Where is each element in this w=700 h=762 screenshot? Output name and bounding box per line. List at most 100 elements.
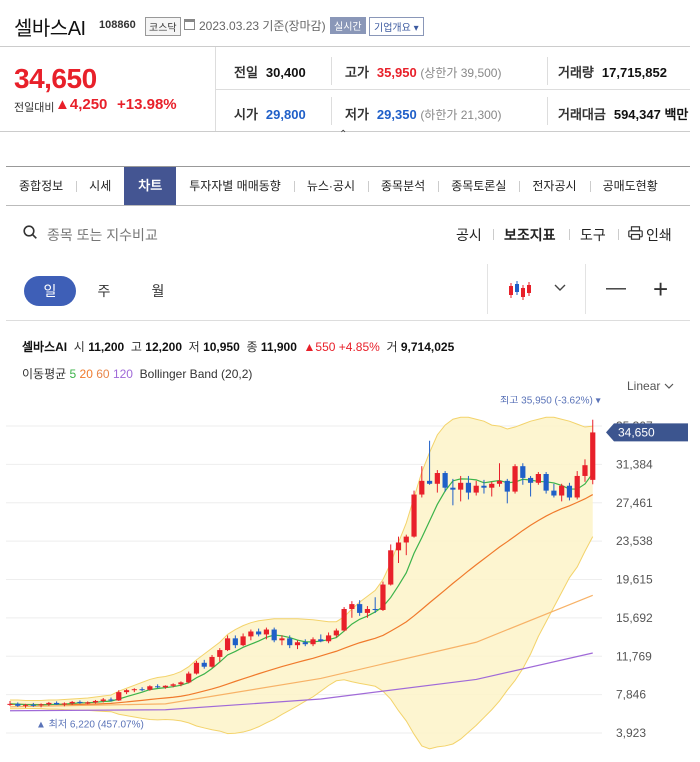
candle-body	[232, 638, 238, 646]
candle-body	[543, 474, 549, 491]
candle-body	[364, 608, 371, 613]
max-price-label: 최고 35,950 (-3.62%) ▾	[500, 396, 601, 407]
ma5-line	[9, 473, 594, 706]
price-chart[interactable]: 35,30731,38427,46123,53819,61515,69211,7…	[0, 396, 700, 762]
divider	[487, 264, 488, 314]
candle-body	[240, 636, 246, 646]
tab-price[interactable]: 시세	[76, 167, 124, 205]
candle-body	[527, 477, 534, 483]
divider	[331, 57, 332, 85]
tab-short-selling[interactable]: 공매도현황	[589, 167, 671, 205]
candle-body	[294, 642, 301, 646]
print-button[interactable]: 인쇄	[646, 227, 672, 243]
candle-body	[349, 604, 355, 609]
candle-body	[302, 642, 308, 645]
tab-analysis[interactable]: 종목분석	[368, 167, 438, 205]
period-day-button[interactable]: 일	[24, 276, 76, 306]
last-price-marker	[606, 423, 688, 442]
candle-body	[372, 608, 378, 610]
candle-body	[388, 550, 394, 585]
moving-average-legend: 이동평균 5 20 60 120 Bollinger Band (20,2)	[22, 367, 253, 381]
zoom-out-button[interactable]: —	[606, 277, 626, 299]
divider	[493, 229, 494, 240]
candle-body	[162, 685, 168, 688]
open-price: 시가 29,800	[234, 107, 306, 122]
stock-header: 셀바스AI 108860 코스닥 2023.03.23 기준(장마감) 실시간 …	[0, 0, 700, 48]
stock-name: 셀바스AI	[14, 18, 86, 40]
candle-body	[271, 629, 277, 641]
candle-body	[248, 631, 254, 637]
print-icon[interactable]	[628, 226, 643, 240]
candle-body	[458, 482, 464, 490]
search-icon[interactable]	[23, 225, 37, 239]
divider	[547, 97, 548, 125]
candle-body	[61, 703, 67, 705]
chevron-down-icon: ▾	[413, 23, 419, 34]
zoom-in-button[interactable]: +	[653, 274, 669, 304]
change-percent: +13.98%	[117, 96, 177, 113]
candle-body	[85, 702, 91, 704]
divider	[618, 229, 619, 240]
candle-body	[201, 662, 207, 667]
market-badge: 코스닥	[145, 17, 181, 36]
divider	[547, 57, 548, 85]
y-axis-tick-label: 3,923	[616, 726, 646, 740]
company-info-dropdown[interactable]: 기업개요 ▾	[369, 17, 424, 36]
candle-body	[100, 699, 106, 701]
candle-body	[520, 466, 526, 478]
tab-overview[interactable]: 종합정보	[19, 179, 64, 193]
chevron-down-icon[interactable]	[554, 284, 566, 292]
candle-body	[465, 482, 472, 493]
indicator-button[interactable]: 보조지표	[504, 227, 556, 243]
candle-body	[131, 689, 137, 691]
collapse-toggle-icon[interactable]: ⌃	[339, 129, 348, 140]
candle-body	[22, 704, 29, 706]
tab-investor-trend[interactable]: 투자자별 매매동향	[189, 179, 281, 193]
y-axis-tick-label: 19,615	[616, 573, 653, 587]
period-week-button[interactable]: 주	[97, 283, 111, 299]
realtime-button[interactable]: 실시간	[330, 17, 366, 34]
candle-body	[310, 639, 316, 645]
tab-news[interactable]: 뉴스·공시	[293, 167, 368, 205]
current-price: 34,650	[14, 63, 97, 94]
candle-body	[217, 650, 223, 657]
scale-mode-dropdown[interactable]: Linear	[627, 379, 674, 393]
chevron-down-icon	[664, 383, 674, 389]
chart-stock-name: 셀바스AI	[22, 340, 68, 354]
candle-body	[77, 701, 83, 703]
tools-button[interactable]: 도구	[580, 227, 606, 243]
trade-amount: 거래대금 594,347 백만	[558, 107, 689, 122]
tab-chart[interactable]: 차트	[124, 167, 177, 205]
prev-close: 전일 30,400	[234, 65, 306, 80]
ma20-line	[10, 494, 594, 706]
candle-body	[341, 608, 347, 631]
y-axis-tick-label: 27,461	[616, 496, 653, 510]
y-axis-tick-label: 7,846	[616, 688, 646, 702]
tab-e-disclosure[interactable]: 전자공시	[519, 167, 589, 205]
candle-body	[426, 480, 433, 484]
candle-body	[123, 690, 130, 693]
company-info-label: 기업개요	[374, 23, 411, 34]
candle-body	[209, 656, 215, 667]
candle-body	[147, 686, 153, 690]
candle-body	[193, 662, 200, 674]
candle-body	[395, 542, 402, 551]
candle-body	[590, 432, 596, 480]
candle-body	[116, 692, 122, 701]
disclosure-button[interactable]: 공시	[456, 227, 482, 243]
y-axis-tick-label: 23,538	[616, 534, 653, 548]
candle-body	[186, 673, 192, 683]
base-date: 2023.03.23 기준(장마감)	[199, 19, 326, 33]
low-price: 저가 29,350 (하한가 21,300)	[345, 107, 502, 122]
candlestick-chart-icon[interactable]	[508, 278, 534, 302]
tab-discussion[interactable]: 종목토론실	[438, 167, 519, 205]
candle-body	[473, 485, 479, 493]
candle-body	[178, 682, 184, 685]
candle-body	[434, 473, 440, 484]
compare-search-input[interactable]: 종목 또는 지수비교	[47, 227, 158, 243]
period-month-button[interactable]: 월	[151, 283, 165, 299]
main-tabs: 종합정보 시세 차트 투자자별 매매동향 뉴스·공시 종목분석 종목토론실 전자…	[6, 166, 690, 206]
candle-body	[504, 480, 510, 492]
min-price-label: ▲ 최저 6,220 (457.07%)	[36, 719, 144, 731]
candle-body	[442, 473, 448, 488]
